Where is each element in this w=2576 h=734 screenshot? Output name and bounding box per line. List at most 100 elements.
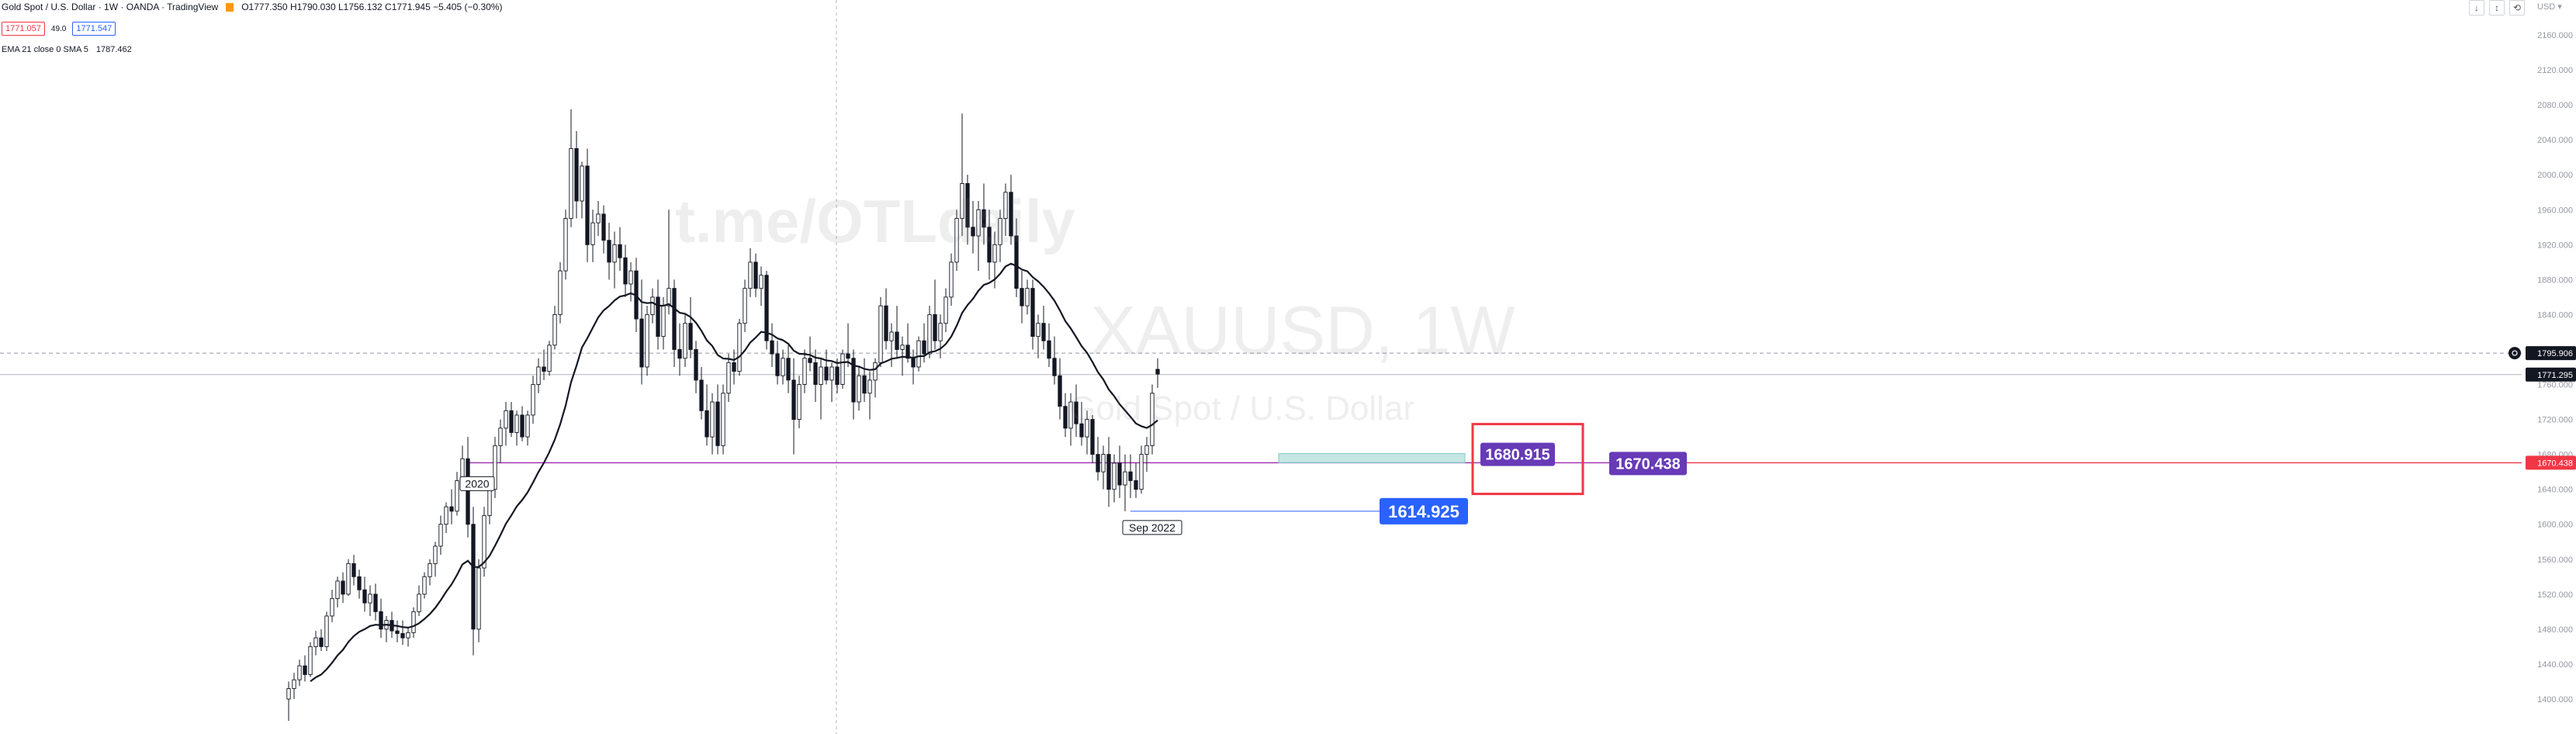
candle-body[interactable] bbox=[623, 257, 628, 285]
candle-body[interactable] bbox=[618, 244, 622, 258]
candle-body[interactable] bbox=[965, 183, 970, 228]
candle-body[interactable] bbox=[455, 480, 459, 512]
candle-body[interactable] bbox=[324, 615, 329, 647]
candle-body[interactable] bbox=[612, 244, 617, 263]
candle-body[interactable] bbox=[308, 646, 313, 675]
candle-body[interactable] bbox=[498, 428, 503, 446]
candle-body[interactable] bbox=[1134, 480, 1138, 490]
candle-body[interactable] bbox=[1003, 192, 1008, 219]
candle-body[interactable] bbox=[645, 313, 649, 368]
candle-body[interactable] bbox=[493, 445, 497, 490]
ema-line[interactable] bbox=[310, 262, 1158, 682]
candle-body[interactable] bbox=[585, 165, 590, 245]
candle-body[interactable] bbox=[786, 358, 791, 381]
candle-body[interactable] bbox=[971, 227, 975, 237]
sell-price-button[interactable]: 1771.057 bbox=[2, 22, 45, 36]
crosshair-icon[interactable] bbox=[2508, 347, 2521, 360]
candle-body[interactable] bbox=[650, 296, 655, 315]
candle-body[interactable] bbox=[1117, 462, 1122, 486]
candle-body[interactable] bbox=[775, 353, 780, 376]
candle-body[interactable] bbox=[406, 632, 410, 639]
candle-body[interactable] bbox=[857, 375, 861, 403]
candle-body[interactable] bbox=[476, 567, 481, 630]
candle-body[interactable] bbox=[1058, 375, 1062, 407]
candle-body[interactable] bbox=[1150, 393, 1155, 446]
candle-body[interactable] bbox=[916, 340, 921, 368]
candle-body[interactable] bbox=[813, 362, 818, 385]
candle-body[interactable] bbox=[829, 366, 834, 381]
candle-body[interactable] bbox=[330, 597, 334, 617]
candle-body[interactable] bbox=[1036, 323, 1040, 338]
candle-body[interactable] bbox=[1139, 454, 1144, 490]
candle-body[interactable] bbox=[558, 270, 563, 315]
candle-body[interactable] bbox=[1085, 419, 1089, 438]
candle-body[interactable] bbox=[688, 323, 693, 350]
candle-body[interactable] bbox=[976, 209, 981, 237]
candle-body[interactable] bbox=[954, 218, 959, 263]
candle-body[interactable] bbox=[802, 358, 807, 385]
candle-body[interactable] bbox=[862, 375, 867, 394]
candle-body[interactable] bbox=[514, 414, 519, 433]
candle-body[interactable] bbox=[1128, 471, 1133, 481]
candle-body[interactable] bbox=[933, 313, 937, 341]
candle-body[interactable] bbox=[1096, 454, 1100, 473]
candle-body[interactable] bbox=[357, 576, 362, 590]
candle-body[interactable] bbox=[1009, 192, 1013, 237]
candle-body[interactable] bbox=[520, 414, 525, 438]
candle-body[interactable] bbox=[1106, 454, 1111, 490]
candle-body[interactable] bbox=[667, 288, 671, 306]
candle-body[interactable] bbox=[873, 362, 878, 381]
candle-body[interactable] bbox=[927, 313, 932, 355]
candle-body[interactable] bbox=[438, 524, 443, 547]
candle-body[interactable] bbox=[1068, 401, 1073, 429]
candle-body[interactable] bbox=[732, 362, 736, 372]
candle-body[interactable] bbox=[335, 580, 340, 599]
candle-body[interactable] bbox=[943, 296, 948, 324]
candle-body[interactable] bbox=[574, 148, 579, 202]
candle-body[interactable] bbox=[895, 331, 899, 350]
candle-body[interactable] bbox=[379, 611, 383, 630]
candle-body[interactable] bbox=[661, 305, 666, 338]
candle-body[interactable] bbox=[563, 218, 568, 272]
candle-body[interactable] bbox=[726, 362, 731, 394]
candle-body[interactable] bbox=[628, 270, 633, 285]
candle-body[interactable] bbox=[656, 296, 660, 338]
candle-body[interactable] bbox=[395, 630, 400, 634]
candle-body[interactable] bbox=[362, 589, 367, 604]
candle-body[interactable] bbox=[949, 261, 954, 298]
candle-body[interactable] bbox=[1079, 423, 1084, 438]
candle-body[interactable] bbox=[482, 515, 486, 569]
price-axis[interactable] bbox=[2522, 0, 2576, 734]
candle-body[interactable] bbox=[677, 349, 682, 359]
candle-body[interactable] bbox=[341, 580, 345, 595]
candle-body[interactable] bbox=[1030, 288, 1035, 338]
candle-body[interactable] bbox=[1047, 340, 1051, 359]
candle-body[interactable] bbox=[303, 665, 307, 675]
candle-body[interactable] bbox=[743, 288, 747, 324]
candle-body[interactable] bbox=[797, 384, 802, 421]
candle-body[interactable] bbox=[699, 379, 704, 411]
candle-body[interactable] bbox=[449, 506, 454, 512]
candle-body[interactable] bbox=[607, 240, 611, 263]
candle-body[interactable] bbox=[569, 148, 573, 219]
candle-body[interactable] bbox=[938, 323, 943, 341]
candle-body[interactable] bbox=[547, 344, 552, 372]
candle-body[interactable] bbox=[987, 227, 992, 263]
candle-body[interactable] bbox=[422, 576, 427, 595]
candle-body[interactable] bbox=[444, 506, 448, 525]
candle-body[interactable] bbox=[781, 358, 785, 376]
candle-body[interactable] bbox=[525, 414, 530, 438]
candle-body[interactable] bbox=[596, 213, 601, 223]
candle-body[interactable] bbox=[753, 261, 758, 289]
candle-body[interactable] bbox=[1074, 401, 1079, 424]
candle-body[interactable] bbox=[683, 323, 687, 359]
candle-body[interactable] bbox=[705, 410, 709, 438]
candle-body[interactable] bbox=[840, 353, 845, 385]
candle-body[interactable] bbox=[1041, 323, 1046, 341]
candle-body[interactable] bbox=[590, 222, 595, 245]
candle-body[interactable] bbox=[791, 379, 796, 421]
candle-body[interactable] bbox=[992, 244, 997, 263]
candle-body[interactable] bbox=[911, 358, 916, 368]
candle-body[interactable] bbox=[1112, 462, 1117, 490]
candle-body[interactable] bbox=[368, 594, 372, 604]
